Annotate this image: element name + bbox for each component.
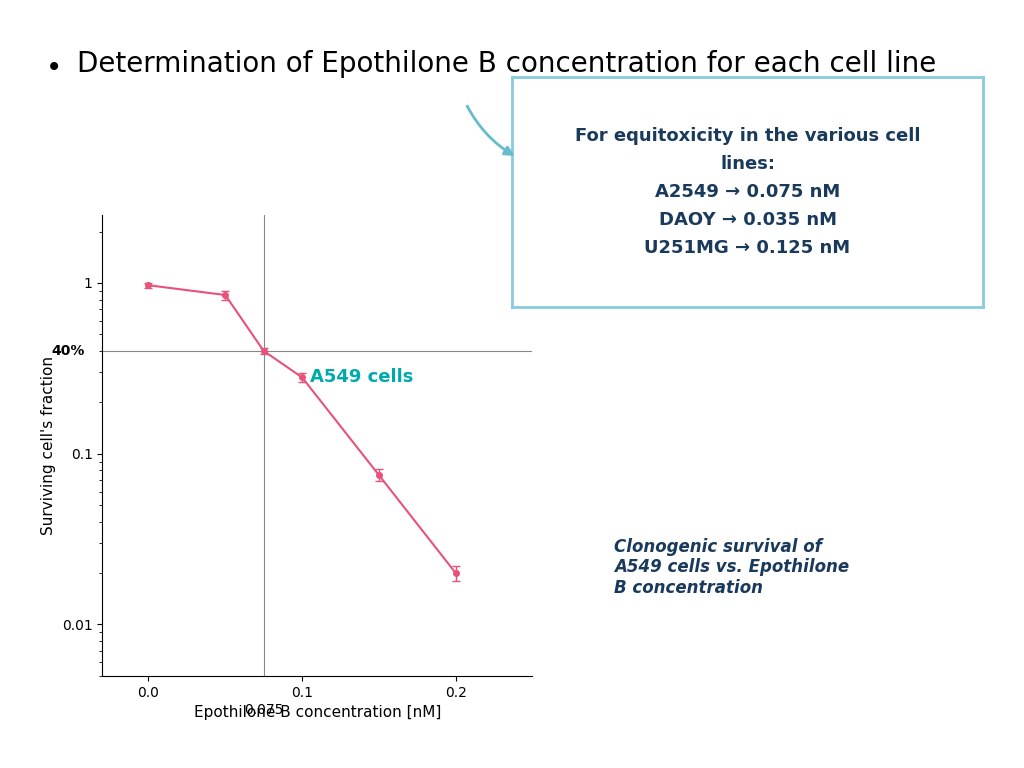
Y-axis label: Surviving cell's fraction: Surviving cell's fraction xyxy=(41,356,56,535)
Text: 40%: 40% xyxy=(52,344,85,358)
Text: A549 cells: A549 cells xyxy=(309,369,413,386)
Text: For equitoxicity in the various cell
lines:
A2549 → 0.075 nM
DAOY → 0.035 nM
U25: For equitoxicity in the various cell lin… xyxy=(574,127,921,257)
X-axis label: Epothilone B concentration [nM]: Epothilone B concentration [nM] xyxy=(194,705,441,720)
Text: Determination of Epothilone B concentration for each cell line: Determination of Epothilone B concentrat… xyxy=(77,50,936,78)
Text: 0.075: 0.075 xyxy=(244,703,284,717)
Text: •: • xyxy=(46,54,62,81)
Text: Clonogenic survival of
A549 cells vs. Epothilone
B concentration: Clonogenic survival of A549 cells vs. Ep… xyxy=(614,538,850,598)
